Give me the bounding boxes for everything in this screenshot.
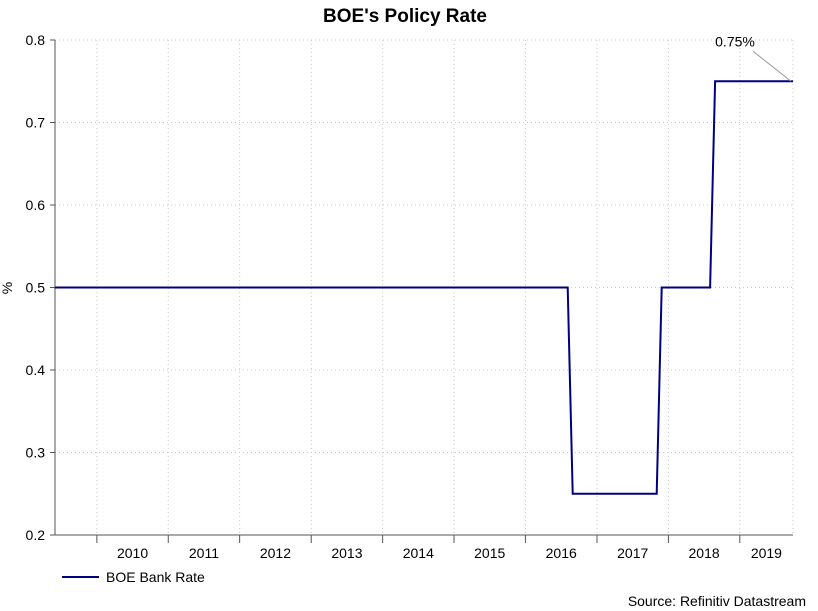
legend-label-boe-bank-rate: BOE Bank Rate (106, 569, 205, 585)
y-tick-labels: 0.2 0.3 0.4 0.5 0.6 0.7 0.8 (26, 32, 46, 543)
x-tick-label: 2011 (189, 545, 219, 561)
annotation-leader-line (752, 50, 792, 82)
x-tick-labels: 2010 2011 2012 2013 2014 2015 2016 2017 2018 2019 (117, 545, 782, 561)
y-axis-label: % (0, 282, 15, 294)
y-tick-label: 0.3 (26, 445, 46, 461)
x-tick-label: 2019 (751, 545, 782, 561)
y-tick-label: 0.5 (26, 280, 46, 296)
x-tick-label: 2012 (260, 545, 291, 561)
x-tick-label: 2014 (403, 545, 434, 561)
y-tick-label: 0.4 (26, 362, 46, 378)
annotation-label: 0.75% (715, 33, 755, 49)
legend: BOE Bank Rate (62, 569, 205, 585)
x-tick-label: 2013 (331, 545, 362, 561)
x-tick-label: 2015 (474, 545, 505, 561)
annotation-layer: 0.75% (715, 33, 792, 82)
chart-title: BOE's Policy Rate (323, 6, 487, 27)
x-tick-label: 2017 (617, 545, 648, 561)
series-line-boe-bank-rate (55, 80, 793, 495)
y-tick-label: 0.2 (26, 527, 46, 543)
y-tick-label: 0.7 (26, 115, 46, 131)
series-layer (55, 80, 793, 495)
x-tick-label: 2016 (546, 545, 577, 561)
source-note: Source: Refinitiv Datastream (628, 593, 806, 609)
x-tick-label: 2018 (689, 545, 720, 561)
y-tick-label: 0.8 (26, 32, 46, 48)
y-tick-label: 0.6 (26, 197, 46, 213)
x-tick-label: 2010 (117, 545, 148, 561)
axes (50, 39, 793, 543)
